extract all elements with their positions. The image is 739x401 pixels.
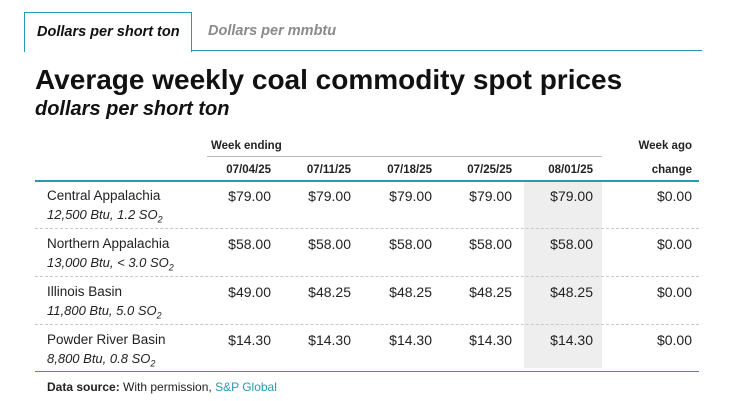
table-row-central-appalachia: Central Appalachia 12,500 Btu, 1.2 SO2 $… [35, 180, 699, 228]
price-cell: $48.25 [389, 284, 432, 300]
week-ending-divider [207, 156, 602, 157]
price-cell: $14.30 [469, 332, 512, 348]
row-spec: 11,800 Btu, 5.0 SO2 [47, 303, 162, 321]
price-cell: $79.00 [389, 188, 432, 204]
tab-dollars-per-short-ton[interactable]: Dollars per short ton [24, 12, 192, 52]
row-divider [35, 228, 699, 229]
page-subtitle: dollars per short ton [35, 98, 230, 120]
date-header-5: 08/01/25 [548, 164, 593, 176]
row-spec: 12,500 Btu, 1.2 SO2 [47, 207, 163, 225]
table-header-rule [35, 180, 699, 182]
week-ending-header: Week ending [211, 140, 282, 152]
price-cell: $49.00 [228, 284, 271, 300]
price-cell: $58.00 [469, 236, 512, 252]
price-cell: $79.00 [469, 188, 512, 204]
row-name: Illinois Basin [47, 284, 123, 299]
price-cell: $79.00 [550, 188, 593, 204]
table-row-powder-river-basin: Powder River Basin 8,800 Btu, 0.8 SO2 $1… [35, 324, 699, 372]
data-source-note: Data source: With permission, S&P Global [47, 380, 277, 394]
data-source-label: Data source: [47, 380, 120, 394]
row-divider [35, 324, 699, 325]
highlight-column-latest-week [524, 180, 602, 368]
unit-tabs: Dollars per short ton Dollars per mmbtu [24, 12, 702, 52]
row-spec: 8,800 Btu, 0.8 SO2 [47, 351, 156, 369]
date-header-2: 07/11/25 [306, 164, 351, 176]
data-source-text: With permission, [123, 380, 212, 394]
price-cell: $14.30 [308, 332, 351, 348]
price-cell: $79.00 [228, 188, 271, 204]
price-cell: $48.25 [469, 284, 512, 300]
date-header-4: 07/25/25 [467, 164, 512, 176]
change-cell: $0.00 [656, 236, 692, 252]
row-name: Powder River Basin [47, 332, 166, 347]
row-name: Northern Appalachia [47, 236, 170, 251]
change-cell: $0.00 [656, 188, 692, 204]
price-cell: $48.25 [308, 284, 351, 300]
price-cell: $58.00 [550, 236, 593, 252]
price-cell: $58.00 [389, 236, 432, 252]
week-ago-header: Week ago [638, 140, 692, 152]
page-title: Average weekly coal commodity spot price… [35, 64, 623, 95]
change-header: change [651, 164, 692, 176]
price-cell: $48.25 [550, 284, 593, 300]
table-row-illinois-basin: Illinois Basin 11,800 Btu, 5.0 SO2 $49.0… [35, 276, 699, 324]
date-header-3: 07/18/25 [387, 164, 432, 176]
price-cell: $58.00 [228, 236, 271, 252]
price-cell: $79.00 [308, 188, 351, 204]
tab-underline [24, 50, 702, 51]
row-name: Central Appalachia [47, 188, 161, 203]
row-divider [35, 276, 699, 277]
table-row-northern-appalachia: Northern Appalachia 13,000 Btu, < 3.0 SO… [35, 228, 699, 276]
price-cell: $14.30 [389, 332, 432, 348]
row-spec: 13,000 Btu, < 3.0 SO2 [47, 255, 174, 273]
date-header-1: 07/04/25 [226, 164, 271, 176]
price-cell: $58.00 [308, 236, 351, 252]
change-cell: $0.00 [656, 284, 692, 300]
change-cell: $0.00 [656, 332, 692, 348]
data-source-link[interactable]: S&P Global [215, 380, 277, 394]
tab-dollars-per-mmbtu[interactable]: Dollars per mmbtu [208, 23, 337, 39]
price-cell: $14.30 [228, 332, 271, 348]
table-bottom-rule [35, 371, 699, 372]
price-cell: $14.30 [550, 332, 593, 348]
